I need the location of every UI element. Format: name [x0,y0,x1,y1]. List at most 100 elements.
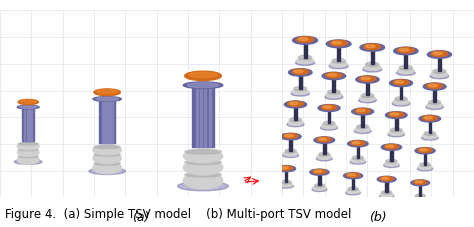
Ellipse shape [399,66,412,71]
Ellipse shape [292,70,309,75]
Ellipse shape [18,106,39,109]
Ellipse shape [318,105,340,112]
Bar [371,49,374,65]
Bar [192,88,214,147]
Bar [290,137,292,151]
Ellipse shape [346,191,360,195]
Ellipse shape [433,70,446,74]
Ellipse shape [411,180,429,186]
Bar [294,105,297,120]
Bar [29,109,30,141]
Ellipse shape [382,144,401,151]
Ellipse shape [298,39,308,41]
Ellipse shape [393,80,409,86]
Ellipse shape [20,106,36,109]
Ellipse shape [390,80,412,87]
Ellipse shape [431,72,448,78]
Ellipse shape [314,137,335,144]
Ellipse shape [287,123,304,127]
Ellipse shape [295,61,315,66]
Ellipse shape [350,160,366,164]
Ellipse shape [94,89,120,96]
Bar [328,109,330,124]
Ellipse shape [89,168,126,175]
Ellipse shape [290,103,298,105]
Ellipse shape [18,143,39,150]
Ellipse shape [361,94,374,98]
Text: (b): (b) [369,210,387,223]
Bar [108,101,109,144]
Ellipse shape [94,153,120,156]
Ellipse shape [281,167,288,169]
Ellipse shape [321,124,337,129]
Ellipse shape [419,163,430,167]
Ellipse shape [427,103,443,109]
Ellipse shape [357,110,365,112]
Ellipse shape [346,190,360,194]
Ellipse shape [423,84,446,91]
Ellipse shape [323,122,335,126]
Ellipse shape [96,98,118,101]
Bar [419,183,421,196]
Ellipse shape [294,87,307,91]
Bar [27,109,28,141]
Bar [385,180,388,192]
Ellipse shape [355,109,370,114]
Ellipse shape [426,105,443,110]
Bar [24,109,26,141]
Bar [196,88,198,147]
Ellipse shape [289,69,312,77]
Bar [22,109,34,141]
Ellipse shape [419,116,440,123]
Bar [404,52,407,68]
Ellipse shape [352,142,360,144]
Ellipse shape [360,44,384,52]
Bar [102,101,103,144]
Ellipse shape [283,153,299,158]
Bar [285,169,287,182]
Bar [428,119,431,134]
Bar [337,45,340,62]
Ellipse shape [185,173,221,177]
Ellipse shape [393,100,409,105]
Ellipse shape [332,42,342,45]
Ellipse shape [351,141,365,146]
Ellipse shape [415,181,422,183]
Ellipse shape [291,92,310,97]
Ellipse shape [298,56,312,60]
Ellipse shape [428,101,441,105]
Bar [390,148,392,161]
Ellipse shape [18,149,38,151]
Ellipse shape [348,174,355,176]
Bar [366,81,369,96]
Ellipse shape [278,184,293,188]
Ellipse shape [183,150,223,163]
Ellipse shape [430,74,449,79]
Ellipse shape [433,53,442,56]
Ellipse shape [415,194,425,197]
Bar [332,77,335,93]
Ellipse shape [18,149,39,157]
Ellipse shape [288,102,303,107]
Ellipse shape [330,62,347,68]
Ellipse shape [185,150,221,154]
Ellipse shape [359,77,375,82]
Ellipse shape [320,126,337,131]
Ellipse shape [348,187,358,191]
Ellipse shape [421,136,438,141]
Text: (a): (a) [132,210,150,223]
Ellipse shape [328,74,337,77]
Ellipse shape [329,64,348,69]
Ellipse shape [279,183,292,187]
Ellipse shape [397,69,414,74]
Ellipse shape [365,63,379,67]
Ellipse shape [18,155,38,158]
Ellipse shape [382,178,389,180]
Ellipse shape [379,194,394,198]
Ellipse shape [294,71,303,73]
Ellipse shape [285,149,296,153]
Bar [31,109,32,141]
Ellipse shape [290,118,301,122]
Ellipse shape [354,129,371,134]
Ellipse shape [283,152,298,156]
